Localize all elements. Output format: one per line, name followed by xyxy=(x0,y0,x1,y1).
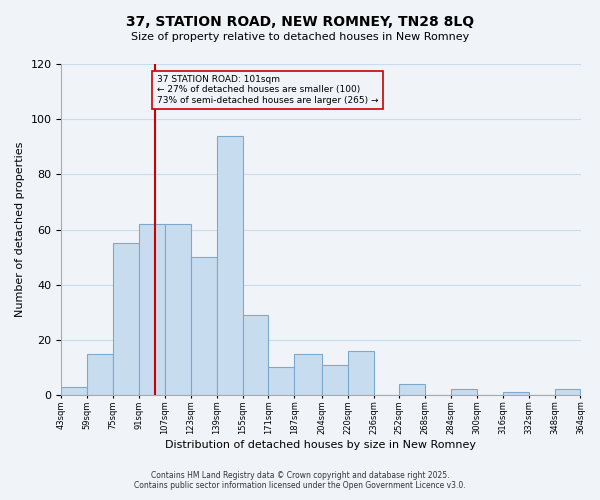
Y-axis label: Number of detached properties: Number of detached properties xyxy=(15,142,25,317)
Bar xyxy=(217,136,242,395)
Bar xyxy=(400,384,425,395)
Bar xyxy=(347,351,374,395)
Bar xyxy=(87,354,113,395)
Text: Contains HM Land Registry data © Crown copyright and database right 2025.
Contai: Contains HM Land Registry data © Crown c… xyxy=(134,470,466,490)
Bar xyxy=(294,354,322,395)
Bar xyxy=(242,315,268,395)
Bar xyxy=(165,224,191,395)
Text: Size of property relative to detached houses in New Romney: Size of property relative to detached ho… xyxy=(131,32,469,42)
Text: 37, STATION ROAD, NEW ROMNEY, TN28 8LQ: 37, STATION ROAD, NEW ROMNEY, TN28 8LQ xyxy=(126,15,474,29)
Bar xyxy=(61,386,87,395)
Bar xyxy=(503,392,529,395)
Bar xyxy=(322,364,347,395)
Bar xyxy=(268,368,294,395)
Bar xyxy=(554,390,580,395)
Bar xyxy=(451,390,477,395)
Bar xyxy=(113,244,139,395)
X-axis label: Distribution of detached houses by size in New Romney: Distribution of detached houses by size … xyxy=(166,440,476,450)
Text: 37 STATION ROAD: 101sqm
← 27% of detached houses are smaller (100)
73% of semi-d: 37 STATION ROAD: 101sqm ← 27% of detache… xyxy=(157,75,379,105)
Bar xyxy=(191,257,217,395)
Bar xyxy=(139,224,165,395)
